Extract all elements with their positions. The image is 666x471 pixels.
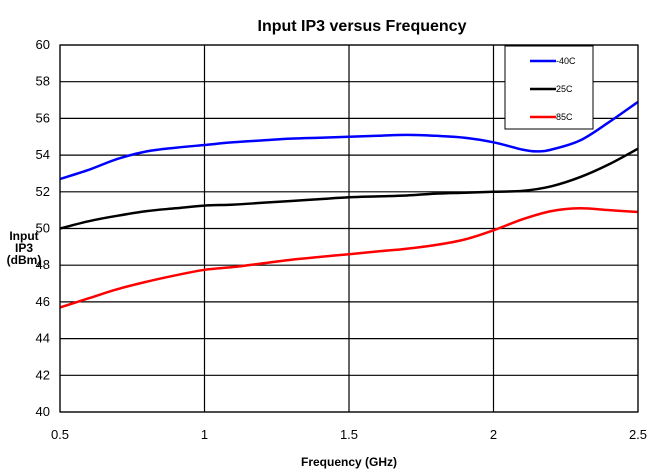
- series-line--40C: [59, 100, 639, 181]
- y-tick-label: 56: [36, 110, 50, 125]
- y-tick-label: 40: [36, 404, 50, 419]
- legend-label-25C: 25C: [556, 84, 573, 94]
- y-tick-label: 46: [36, 294, 50, 309]
- y-tick-label: 42: [36, 367, 50, 382]
- legend: -40C 25C 85C: [504, 45, 594, 130]
- y-axis-label-line: Input: [9, 229, 38, 243]
- x-tick-label: 1.5: [340, 427, 358, 442]
- y-tick-label: 48: [36, 257, 50, 272]
- y-tick-label: 50: [36, 221, 50, 236]
- plot-frame: [59, 44, 639, 413]
- chart-title: Input IP3 versus Frequency: [258, 18, 467, 35]
- y-axis-label-line: (dBm): [7, 253, 42, 267]
- y-tick-label: 54: [36, 147, 50, 162]
- y-axis-label-line: IP3: [15, 241, 33, 255]
- y-tick-label: 60: [36, 37, 50, 52]
- legend-label-85C: 85C: [556, 112, 573, 122]
- series-line-25C: [59, 147, 639, 230]
- x-axis-label: Frequency (GHz): [301, 455, 397, 469]
- x-axis-ticks: 0.5 1 1.5 2 2.5: [51, 427, 647, 442]
- y-tick-label: 58: [36, 74, 50, 89]
- y-tick-label: 52: [36, 184, 50, 199]
- legend-label--40C: -40C: [556, 56, 576, 66]
- series-line-85C: [59, 207, 639, 309]
- x-tick-label: 2: [490, 427, 497, 442]
- x-tick-label: 1: [201, 427, 208, 442]
- y-tick-label: 44: [36, 331, 50, 346]
- x-tick-label: 0.5: [51, 427, 69, 442]
- y-axis-ticks: 40 42 44 46 48 50 52 54 56 58 60: [36, 37, 50, 419]
- series-layer: [59, 100, 639, 309]
- x-tick-label: 2.5: [629, 427, 647, 442]
